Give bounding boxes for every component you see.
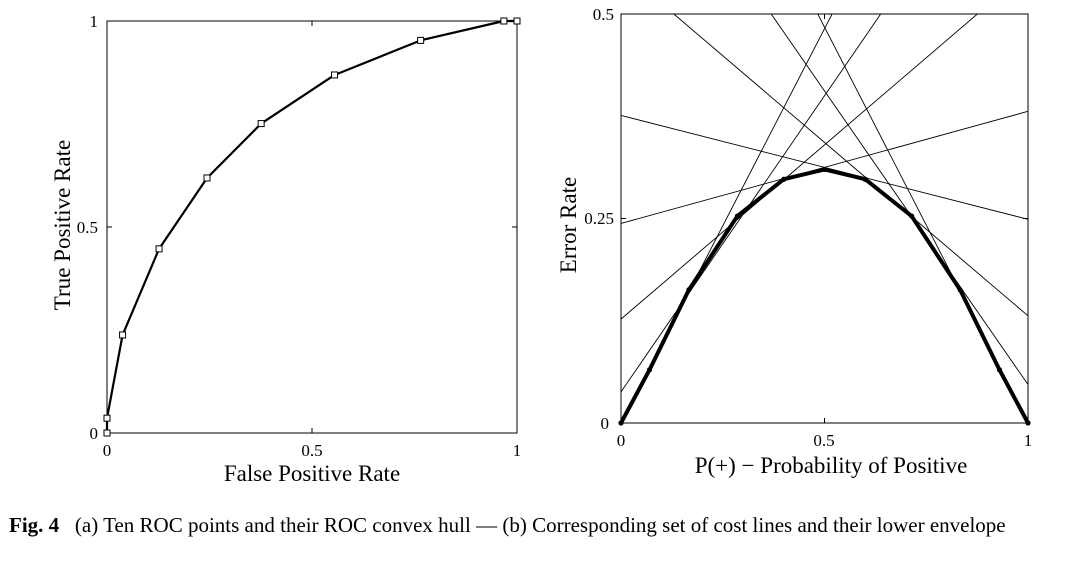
roc-plot-frame — [106, 20, 518, 434]
envelope-point-3 — [734, 213, 741, 219]
cost-ytick-0: 0 — [601, 414, 610, 433]
roc-point-9 — [513, 17, 521, 25]
envelope-point-5 — [821, 166, 828, 173]
cost-line-0 — [621, 14, 833, 423]
cost-line-6 — [770, 14, 1028, 385]
cost-line-7 — [817, 14, 1028, 423]
roc-y-axis-label: True Positive Rate — [50, 140, 75, 310]
roc-ytick-1: 1 — [90, 12, 99, 31]
roc-point-2 — [119, 331, 127, 339]
cost-y-axis-label: Error Rate — [556, 177, 581, 273]
cost-xtick-0: 0 — [617, 431, 626, 450]
roc-ytick-0: 0 — [90, 424, 99, 443]
cost-panel: 0 0.5 1 0 0.25 0.5 P(+) − Probability of… — [556, 5, 1033, 478]
envelope-point-2 — [686, 287, 692, 293]
roc-xtick-1: 1 — [513, 441, 522, 460]
cost-plot-frame — [620, 13, 1029, 424]
roc-panel: 0 0.5 1 0 0.5 1 False Positive Rate True… — [50, 12, 521, 486]
envelope-point-markers — [618, 166, 1031, 426]
cost-xtick-0.5: 0.5 — [813, 431, 834, 450]
cost-x-axis-label: P(+) − Probability of Positive — [695, 453, 968, 478]
roc-point-0 — [103, 429, 111, 437]
roc-point-4 — [203, 174, 211, 182]
cost-line-2 — [621, 14, 979, 320]
envelope-point-1 — [646, 367, 653, 373]
cost-xtick-1: 1 — [1024, 431, 1033, 450]
cost-line-5 — [673, 14, 1028, 317]
envelope-point-6 — [862, 176, 868, 182]
envelope-point-4 — [781, 176, 787, 182]
roc-x-axis-label: False Positive Rate — [224, 461, 400, 486]
envelope-point-10 — [1025, 420, 1031, 426]
roc-point-5 — [257, 120, 265, 128]
roc-xtick-0.5: 0.5 — [301, 441, 322, 460]
roc-point-7 — [417, 36, 425, 44]
roc-ytick-0.5: 0.5 — [77, 218, 98, 237]
cost-tick-marks — [620, 13, 1029, 424]
roc-point-6 — [331, 71, 339, 79]
roc-tick-marks — [106, 20, 518, 434]
roc-point-1 — [103, 414, 111, 422]
envelope-point-8 — [957, 287, 963, 293]
cost-ytick-0.5: 0.5 — [593, 5, 614, 24]
figure-number: Fig. 4 — [9, 513, 60, 537]
envelope-point-7 — [908, 213, 915, 219]
figure-caption: Fig. 4 (a) Ten ROC points and their ROC … — [9, 512, 1077, 539]
roc-convex-hull-line — [105, 19, 517, 433]
cost-lines — [621, 14, 1028, 423]
caption-text: (a) Ten ROC points and their ROC convex … — [74, 513, 1006, 537]
cost-line-1 — [621, 14, 882, 393]
envelope-point-9 — [996, 367, 1003, 373]
figure-canvas: 0 0.5 1 0 0.5 1 False Positive Rate True… — [50, 5, 1033, 486]
envelope-point-0 — [618, 420, 624, 426]
cost-ytick-0.25: 0.25 — [584, 209, 614, 228]
roc-point-8 — [500, 17, 508, 25]
roc-point-markers — [103, 17, 521, 437]
roc-point-3 — [155, 245, 163, 253]
roc-xtick-0: 0 — [103, 441, 112, 460]
